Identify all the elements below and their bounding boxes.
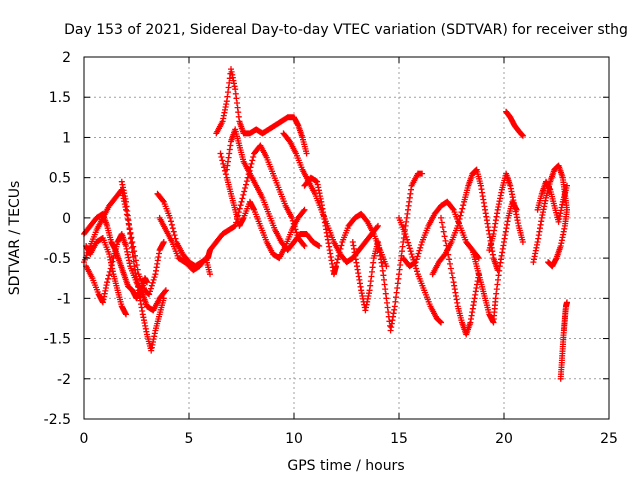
y-tick-label: 1.5 — [49, 90, 71, 106]
sat-trace-8 — [213, 66, 310, 157]
sat-trace-19 — [469, 198, 520, 326]
data-points — [81, 66, 570, 382]
sat-trace-15 — [396, 214, 444, 326]
sat-trace-11 — [207, 142, 308, 254]
data-point-markers — [534, 178, 570, 225]
x-tick-label: 25 — [600, 431, 618, 447]
sat-trace-7 — [156, 214, 213, 278]
sat-trace-5 — [118, 178, 167, 354]
sat-trace-20 — [486, 170, 526, 254]
data-point-markers — [83, 235, 129, 318]
x-axis-label: GPS time / hours — [287, 458, 404, 474]
sat-trace-4 — [83, 235, 129, 318]
data-point-markers — [396, 214, 444, 326]
y-tick-label: 0 — [62, 211, 71, 227]
data-point-markers — [469, 198, 520, 326]
data-point-markers — [301, 174, 390, 278]
sat-trace-16 — [400, 198, 482, 270]
y-tick-label: 2 — [62, 50, 71, 66]
data-point-markers — [400, 198, 482, 270]
y-tick-label: -1.5 — [44, 332, 71, 348]
data-point-markers — [118, 178, 167, 354]
data-point-markers — [207, 142, 308, 254]
data-point-markers — [486, 170, 526, 254]
chart-title: Day 153 of 2021, Sidereal Day-to-day VTE… — [64, 22, 628, 38]
data-point-markers — [557, 299, 570, 382]
sat-trace-23 — [534, 178, 570, 225]
y-tick-label: -0.5 — [44, 251, 71, 267]
y-tick-label: 0.5 — [49, 171, 71, 187]
x-tick-label: 0 — [80, 431, 89, 447]
sat-trace-13 — [301, 174, 390, 278]
data-point-markers — [156, 214, 213, 278]
y-tick-label: 1 — [62, 130, 71, 146]
y-tick-label: -2 — [57, 372, 71, 388]
x-tick-label: 20 — [495, 431, 513, 447]
x-tick-label: 15 — [390, 431, 408, 447]
ticks: 0 5 10 15 20 25 2 1.5 1 0.5 0 -0.5 -1 -1.5 -2 -2.5 — [44, 50, 618, 447]
data-point-markers — [213, 66, 310, 157]
data-point-markers — [503, 108, 526, 139]
y-axis-label: SDTVAR / TECUs — [7, 181, 23, 296]
sat-trace-21 — [503, 108, 526, 139]
y-tick-label: -2.5 — [44, 412, 71, 428]
sat-trace-24 — [557, 299, 570, 382]
plot-frame — [83, 56, 610, 420]
x-tick-label: 5 — [185, 431, 194, 447]
y-tick-label: -1 — [57, 291, 71, 307]
sat-trace-17 — [438, 214, 482, 338]
data-point-markers — [438, 214, 482, 338]
x-tick-label: 10 — [285, 431, 303, 447]
